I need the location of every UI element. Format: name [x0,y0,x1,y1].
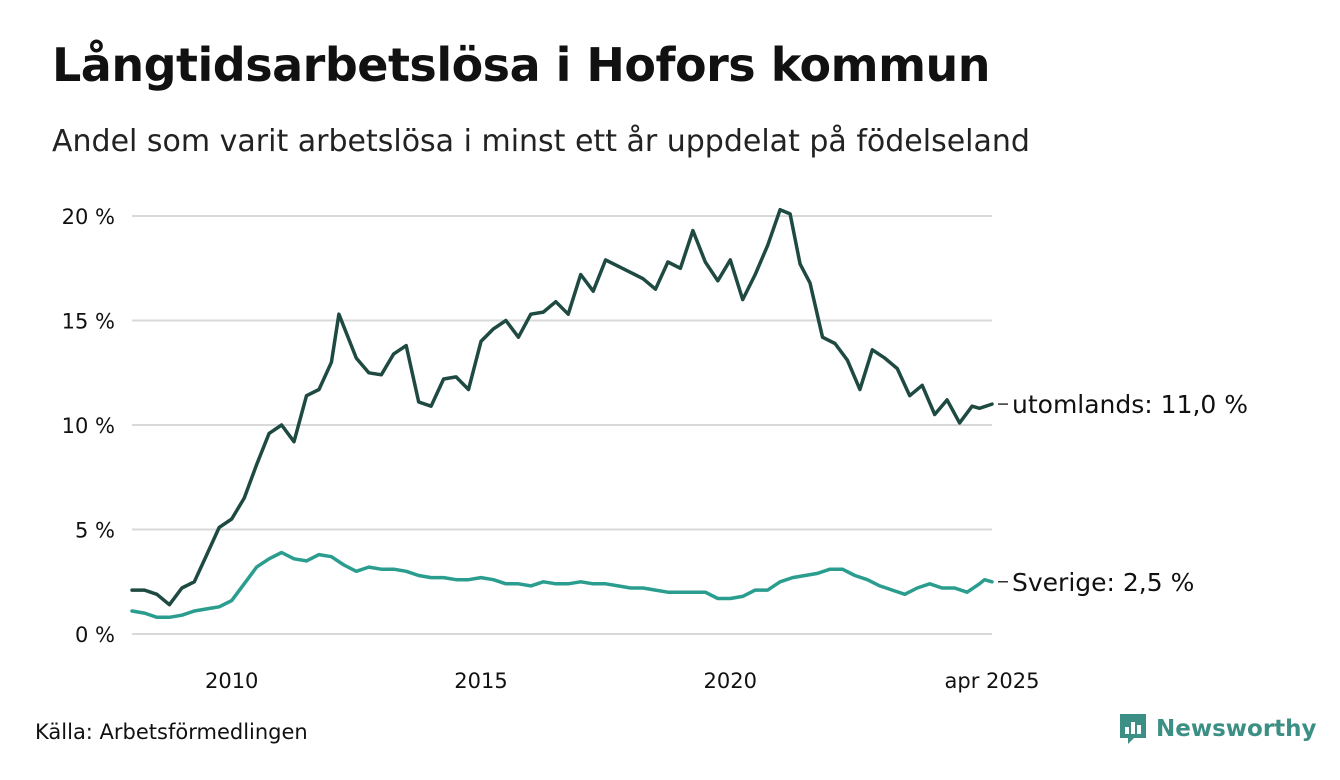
brand[interactable]: Newsworthy [1118,712,1317,746]
x-tick-label: 2015 [454,669,507,693]
source-note: Källa: Arbetsförmedlingen [35,720,308,744]
grid-lines [132,215,992,635]
x-tick-label: 2020 [704,669,757,693]
series-lines [130,207,994,620]
series-line-1 [130,550,994,620]
x-axis: 2010 2015 2020 apr 2025 [205,669,1039,693]
y-tick-label: 0 % [75,623,115,647]
line-chart: 0 %5 %10 %15 %20 % 2010 2015 2020 apr 2025 … [62,205,1248,693]
y-axis: 0 % 5 % 10 % 15 % 20 % [62,205,115,647]
series-end-label: Sverige: 2,5 % [1012,568,1194,597]
newsworthy-logo-icon [1120,714,1146,744]
y-tick-label: 5 % [75,519,115,543]
series-line-0 [130,207,994,607]
y-tick-label: 20 % [62,205,115,229]
x-tick-label: apr 2025 [945,669,1040,693]
chart-subtitle: Andel som varit arbetslösa i minst ett å… [52,124,1030,159]
series-end-label: utomlands: 11,0 % [1012,390,1248,419]
series-end-labels: utomlands: 11,0 % Sverige: 2,5 % [998,390,1248,597]
y-tick-label: 15 % [62,310,115,334]
brand-name: Newsworthy [1156,716,1317,742]
chart-title: Långtidsarbetslösa i Hofors kommun [52,38,991,92]
y-tick-label: 10 % [62,414,115,438]
x-tick-label: 2010 [205,669,258,693]
